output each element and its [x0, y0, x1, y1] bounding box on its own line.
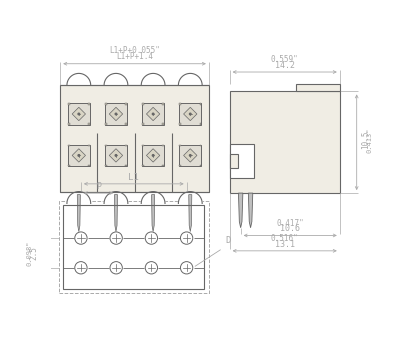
Polygon shape — [67, 73, 91, 85]
Polygon shape — [77, 195, 80, 231]
Polygon shape — [125, 103, 127, 105]
Polygon shape — [180, 123, 181, 125]
Polygon shape — [68, 145, 70, 146]
Polygon shape — [178, 73, 202, 85]
Polygon shape — [142, 103, 144, 105]
Polygon shape — [105, 145, 107, 146]
Polygon shape — [152, 195, 155, 231]
Text: 10.5: 10.5 — [361, 131, 370, 149]
Polygon shape — [162, 103, 164, 105]
Polygon shape — [200, 123, 201, 125]
Polygon shape — [67, 191, 91, 204]
Polygon shape — [142, 103, 164, 125]
Polygon shape — [105, 165, 107, 166]
Polygon shape — [180, 103, 201, 125]
Polygon shape — [162, 145, 164, 146]
Polygon shape — [180, 103, 181, 105]
Polygon shape — [88, 103, 90, 105]
Polygon shape — [180, 165, 181, 166]
Polygon shape — [189, 195, 192, 231]
Text: 0.516": 0.516" — [271, 234, 298, 243]
Polygon shape — [142, 123, 144, 125]
Polygon shape — [68, 103, 90, 125]
Circle shape — [190, 113, 191, 115]
Polygon shape — [230, 144, 254, 178]
Polygon shape — [105, 103, 107, 105]
Polygon shape — [141, 191, 165, 204]
Polygon shape — [200, 165, 201, 166]
Text: P: P — [96, 182, 101, 191]
Polygon shape — [104, 73, 128, 85]
Polygon shape — [178, 191, 202, 204]
Polygon shape — [105, 123, 107, 125]
Polygon shape — [88, 165, 90, 166]
Polygon shape — [105, 145, 127, 166]
Polygon shape — [68, 123, 70, 125]
Polygon shape — [146, 107, 160, 121]
Polygon shape — [68, 165, 70, 166]
Polygon shape — [162, 165, 164, 166]
Polygon shape — [162, 123, 164, 125]
Polygon shape — [125, 123, 127, 125]
Polygon shape — [142, 165, 144, 166]
Polygon shape — [125, 145, 127, 146]
Circle shape — [115, 113, 117, 115]
Polygon shape — [230, 91, 340, 193]
Circle shape — [152, 155, 154, 156]
Circle shape — [78, 113, 80, 115]
Polygon shape — [200, 103, 201, 105]
Polygon shape — [142, 145, 144, 146]
Polygon shape — [68, 145, 90, 166]
Text: 2.5: 2.5 — [30, 246, 39, 260]
Text: 0.413": 0.413" — [367, 127, 373, 153]
Polygon shape — [72, 107, 86, 121]
Circle shape — [190, 155, 191, 156]
Polygon shape — [141, 73, 165, 85]
Text: L1+P+0.055": L1+P+0.055" — [109, 46, 160, 55]
Polygon shape — [68, 103, 70, 105]
Polygon shape — [200, 145, 201, 146]
Polygon shape — [109, 107, 123, 121]
Circle shape — [152, 113, 154, 115]
Text: 14.2: 14.2 — [275, 61, 295, 70]
Polygon shape — [125, 165, 127, 166]
Polygon shape — [60, 85, 209, 191]
Text: 0.559": 0.559" — [271, 55, 298, 64]
Polygon shape — [248, 193, 253, 228]
Polygon shape — [184, 107, 197, 121]
Polygon shape — [114, 195, 118, 231]
Text: L1: L1 — [128, 172, 139, 181]
Circle shape — [115, 155, 117, 156]
Polygon shape — [238, 193, 243, 228]
Polygon shape — [296, 84, 340, 91]
Text: 13.1: 13.1 — [275, 239, 295, 248]
Text: L1+P+1.4: L1+P+1.4 — [116, 52, 153, 61]
Polygon shape — [109, 149, 123, 162]
Text: 0.417": 0.417" — [276, 219, 304, 228]
Text: 10.6: 10.6 — [280, 224, 300, 233]
Polygon shape — [72, 149, 86, 162]
Text: D: D — [225, 236, 230, 245]
Polygon shape — [142, 145, 164, 166]
Polygon shape — [184, 149, 197, 162]
Polygon shape — [88, 123, 90, 125]
Polygon shape — [88, 145, 90, 146]
Polygon shape — [180, 145, 181, 146]
Polygon shape — [104, 191, 128, 204]
Circle shape — [78, 155, 80, 156]
Polygon shape — [180, 145, 201, 166]
Text: 0.098": 0.098" — [26, 240, 32, 266]
Polygon shape — [230, 155, 238, 168]
Polygon shape — [146, 149, 160, 162]
Polygon shape — [105, 103, 127, 125]
